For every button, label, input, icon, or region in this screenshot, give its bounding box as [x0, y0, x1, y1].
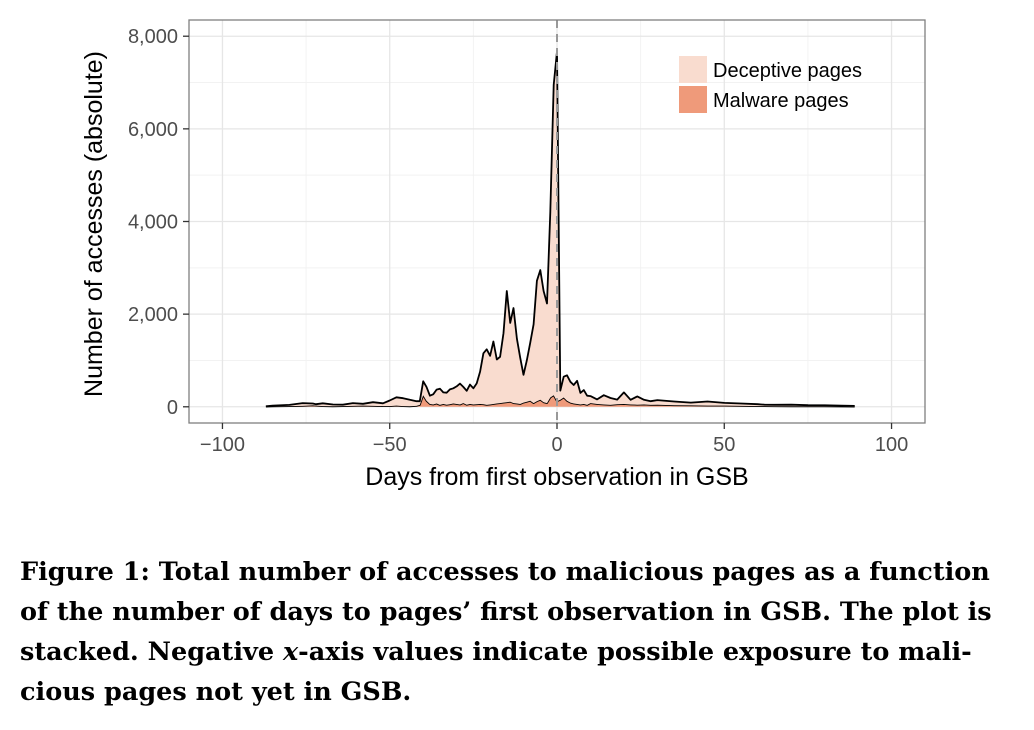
x-axis-ticks: −100 −50 0 50 100 — [200, 423, 908, 456]
caption-line-1: Figure 1: Total number of accesses to ma… — [20, 557, 990, 587]
y-tick-label: 2,000 — [128, 304, 178, 326]
caption-line-3-start: stacked. Negative — [20, 637, 283, 667]
x-tick-label: −100 — [200, 434, 245, 456]
caption-line-2: of the number of days to pages’ first ob… — [20, 597, 992, 627]
y-tick-label: 0 — [167, 397, 178, 419]
x-axis-title: Days from first observation in GSB — [365, 463, 748, 491]
caption-line-3: stacked. Negative x-axis values indicate… — [20, 632, 1006, 672]
deceptive-legend-label: Deceptive pages — [713, 60, 862, 82]
stacked-area-chart: −100 −50 0 50 100 0 2,000 4,000 6,000 8,000 Days… — [80, 19, 926, 491]
y-axis-title: Number of accesses (absolute) — [80, 51, 108, 397]
deceptive-legend-swatch — [679, 56, 707, 83]
chart-legend: Deceptive pages Malware pages — [679, 56, 862, 113]
y-axis-ticks: 0 2,000 4,000 6,000 8,000 — [128, 26, 189, 419]
caption-line-4: cious pages not yet in GSB. — [20, 677, 412, 707]
y-tick-label: 6,000 — [128, 119, 178, 141]
x-tick-label: 50 — [713, 434, 735, 456]
malware-area — [265, 395, 855, 407]
stacked-areas — [265, 50, 855, 408]
y-tick-label: 4,000 — [128, 212, 178, 234]
x-tick-label: 100 — [875, 434, 908, 456]
deceptive-outline — [265, 50, 855, 408]
malware-legend-label: Malware pages — [713, 90, 849, 112]
caption-line-3-end: -axis values indicate possible exposure … — [298, 637, 972, 667]
y-tick-label: 8,000 — [128, 26, 178, 48]
malware-legend-swatch — [679, 86, 707, 113]
figure-caption: Figure 1: Total number of accesses to ma… — [20, 552, 1006, 712]
x-tick-label: 0 — [551, 434, 562, 456]
caption-italic-x: x — [282, 637, 299, 667]
x-tick-label: −50 — [373, 434, 407, 456]
